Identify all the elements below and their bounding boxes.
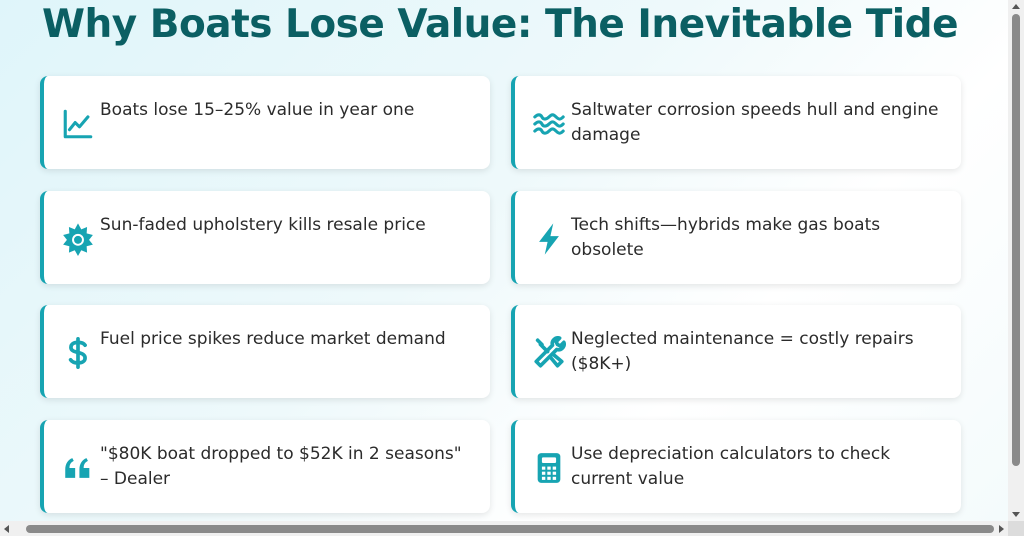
info-card-dealer-quote: "$80K boat dropped to $52K in 2 seasons"… bbox=[40, 420, 490, 513]
card-text: "$80K boat dropped to $52K in 2 seasons"… bbox=[100, 444, 462, 489]
page-viewport: Why Boats Lose Value: The Inevitable Tid… bbox=[0, 0, 1008, 521]
dollar-sign-icon bbox=[60, 335, 96, 371]
info-card-depreciation-calculators: Use depreciation calculators to check cu… bbox=[511, 420, 961, 513]
horizontal-scroll-thumb[interactable] bbox=[26, 525, 994, 533]
scroll-down-arrow-icon[interactable] bbox=[1012, 512, 1020, 517]
scroll-right-arrow-icon[interactable] bbox=[999, 525, 1004, 533]
card-text: Boats lose 15–25% value in year one bbox=[100, 100, 415, 120]
horizontal-scrollbar[interactable] bbox=[0, 521, 1008, 536]
tools-icon bbox=[531, 335, 567, 371]
info-card-sun-faded-upholstery: Sun-faded upholstery kills resale price bbox=[40, 191, 490, 284]
info-card-saltwater-corrosion: Saltwater corrosion speeds hull and engi… bbox=[511, 76, 961, 169]
card-text: Fuel price spikes reduce market demand bbox=[100, 329, 446, 349]
info-card-tech-shifts: Tech shifts—hybrids make gas boats obsol… bbox=[511, 191, 961, 284]
quote-icon bbox=[60, 450, 96, 486]
lightning-bolt-icon bbox=[531, 221, 567, 257]
vertical-scroll-thumb[interactable] bbox=[1012, 14, 1020, 466]
card-text: Sun-faded upholstery kills resale price bbox=[100, 215, 426, 235]
info-card-neglected-maintenance: Neglected maintenance = costly repairs (… bbox=[511, 305, 961, 398]
card-text: Saltwater corrosion speeds hull and engi… bbox=[571, 100, 939, 145]
card-text: Neglected maintenance = costly repairs (… bbox=[571, 329, 914, 374]
sun-icon bbox=[60, 221, 96, 257]
vertical-scrollbar[interactable] bbox=[1008, 0, 1024, 521]
info-card-first-year-loss: Boats lose 15–25% value in year one bbox=[40, 76, 490, 169]
calculator-icon bbox=[531, 450, 567, 486]
scroll-left-arrow-icon[interactable] bbox=[4, 525, 9, 533]
chart-line-icon bbox=[60, 106, 96, 142]
card-text: Tech shifts—hybrids make gas boats obsol… bbox=[571, 215, 881, 260]
info-card-fuel-price: Fuel price spikes reduce market demand bbox=[40, 305, 490, 398]
water-waves-icon bbox=[531, 106, 567, 142]
scroll-up-arrow-icon[interactable] bbox=[1012, 4, 1020, 9]
card-text: Use depreciation calculators to check cu… bbox=[571, 444, 891, 489]
page-title: Why Boats Lose Value: The Inevitable Tid… bbox=[41, 2, 959, 47]
scrollbar-corner bbox=[1008, 521, 1024, 536]
